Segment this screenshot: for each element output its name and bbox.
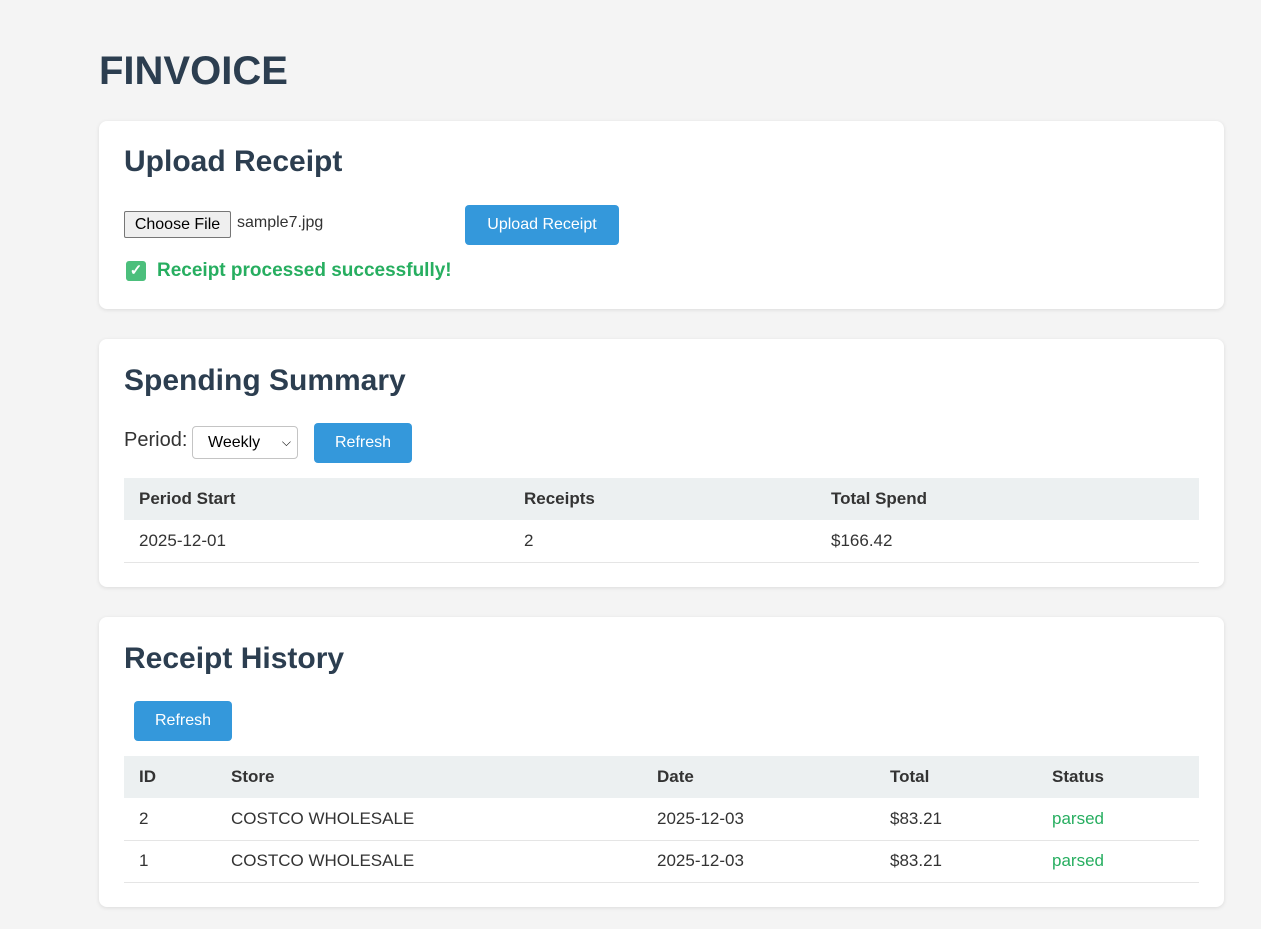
column-header: Date: [642, 756, 875, 798]
spending-summary-heading: Spending Summary: [124, 364, 406, 397]
summary-refresh-button[interactable]: Refresh: [314, 423, 412, 463]
receipt-date: 2025-12-03: [642, 798, 875, 841]
receipt-date: 2025-12-03: [642, 840, 875, 883]
receipt-id: 2: [124, 798, 216, 841]
column-header: Store: [216, 756, 642, 798]
receipt-id: 1: [124, 840, 216, 883]
table-cell: $166.42: [816, 520, 1199, 563]
period-select-value: Weekly: [208, 434, 261, 451]
spending-summary-card: Spending Summary Period: Weekly ⌵ Refres…: [99, 339, 1224, 587]
column-header: Status: [1037, 756, 1199, 798]
history-table: ID Store Date Total Status 2 COSTCO WHOL…: [124, 756, 1199, 883]
status-badge: parsed: [1037, 840, 1199, 883]
upload-receipt-heading: Upload Receipt: [124, 145, 343, 178]
period-select[interactable]: Weekly ⌵: [192, 426, 298, 459]
history-table-header-row: ID Store Date Total Status: [124, 756, 1199, 798]
status-badge: parsed: [1037, 798, 1199, 841]
success-message: ✓ Receipt processed successfully!: [126, 260, 452, 282]
page: FINVOICE Upload Receipt Choose File samp…: [99, 49, 1224, 907]
table-cell: 2025-12-01: [124, 520, 509, 563]
table-cell: 2: [509, 520, 816, 563]
period-label: Period:: [124, 429, 188, 451]
table-row: 2 COSTCO WHOLESALE 2025-12-03 $83.21 par…: [124, 798, 1199, 841]
summary-table-header-row: Period Start Receipts Total Spend: [124, 478, 1199, 520]
choose-file-button[interactable]: Choose File: [124, 211, 231, 238]
history-refresh-button[interactable]: Refresh: [134, 701, 232, 741]
success-message-text: Receipt processed successfully!: [157, 260, 452, 281]
receipt-store: COSTCO WHOLESALE: [216, 840, 642, 883]
selected-file-name: sample7.jpg: [237, 214, 324, 231]
app-title: FINVOICE: [99, 49, 288, 93]
receipt-history-card: Receipt History Refresh ID Store Date To…: [99, 617, 1224, 907]
table-row: 1 COSTCO WHOLESALE 2025-12-03 $83.21 par…: [124, 840, 1199, 883]
table-row: 2025-12-01 2 $166.42: [124, 520, 1199, 563]
receipt-history-heading: Receipt History: [124, 642, 345, 675]
column-header: Total: [875, 756, 1037, 798]
upload-receipt-card: Upload Receipt Choose File sample7.jpg U…: [99, 121, 1224, 309]
check-icon: ✓: [126, 261, 146, 281]
receipt-store: COSTCO WHOLESALE: [216, 798, 642, 841]
column-header: Receipts: [509, 478, 816, 520]
column-header: Total Spend: [816, 478, 1199, 520]
column-header: ID: [124, 756, 216, 798]
summary-table: Period Start Receipts Total Spend 2025-1…: [124, 478, 1199, 563]
receipt-total: $83.21: [875, 840, 1037, 883]
upload-receipt-button[interactable]: Upload Receipt: [465, 205, 619, 245]
column-header: Period Start: [124, 478, 509, 520]
receipt-total: $83.21: [875, 798, 1037, 841]
chevron-down-icon: ⌵: [281, 435, 291, 449]
